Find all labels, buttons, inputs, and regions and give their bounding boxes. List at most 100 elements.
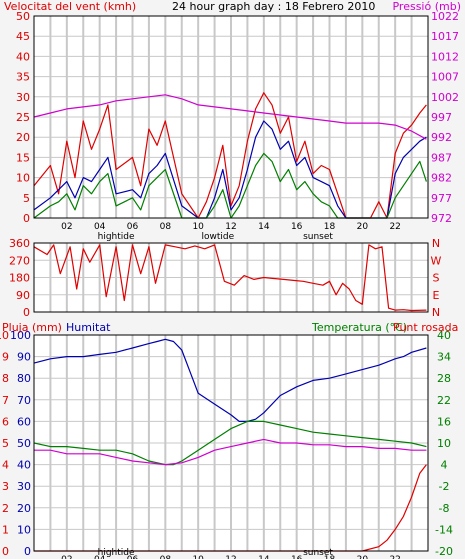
rain-label: Pluja (mm) — [2, 321, 62, 334]
temperature-temperature-tick: -14 — [435, 523, 453, 536]
direction-frame — [33, 242, 429, 313]
rain-rain-tick: 2 — [2, 502, 9, 515]
wind-left-tick: 15 — [16, 151, 30, 164]
climate-x-tick: 20 — [357, 555, 369, 559]
wind-left-tick: 0 — [23, 212, 30, 225]
rain-rain-tick: 8 — [2, 372, 9, 385]
climate-series-3-line — [34, 464, 427, 552]
pressure-right-tick: 1002 — [431, 91, 459, 104]
humidity-humidity-tick: 60 — [17, 415, 31, 428]
wind-marker-sunset: sunset — [303, 232, 333, 242]
direction-series-0-line — [33, 244, 427, 312]
climate-x-tick: 10 — [192, 555, 204, 559]
climate-x-tick: 08 — [160, 555, 172, 559]
rain-rain-tick: 6 — [2, 415, 9, 428]
chart-header: 24 hour graph day : 18 Febrero 2010 — [172, 0, 375, 13]
wind-marker-hightide: hightide — [98, 232, 135, 242]
direction-left-tick: 0 — [23, 306, 30, 319]
wind-x-tick: 16 — [291, 222, 303, 232]
humidity-humidity-tick: 70 — [17, 394, 31, 407]
temperature-temperature-tick: 28 — [437, 372, 451, 385]
temperature-temperature-tick: 4 — [441, 459, 448, 472]
climate-x-tick: 22 — [389, 555, 400, 559]
temperature-temperature-tick: -20 — [435, 545, 453, 558]
climate-series-1-line — [33, 420, 427, 466]
temperature-temperature-tick: -8 — [439, 502, 450, 515]
temperature-label: Temperatura (°C) — [311, 321, 407, 334]
climate-series-2-line — [34, 438, 427, 466]
wind-x-tick: 14 — [258, 222, 270, 232]
pressure-right-tick: 1007 — [431, 71, 459, 84]
temperature-temperature-tick: 22 — [437, 394, 451, 407]
wind-x-tick: 08 — [160, 222, 172, 232]
humidity-humidity-tick: 40 — [17, 459, 31, 472]
direction-left-tick: 270 — [9, 254, 30, 267]
humidity-humidity-tick: 30 — [17, 480, 31, 493]
wind-left-tick: 10 — [16, 172, 30, 185]
temperature-temperature-tick: -2 — [439, 480, 450, 493]
wind-left-tick: 45 — [16, 30, 30, 43]
rain-rain-tick: 9 — [2, 351, 9, 364]
wind-x-tick: 10 — [192, 222, 204, 232]
temperature-temperature-tick: 34 — [437, 351, 451, 364]
wind-left-tick: 5 — [23, 192, 30, 205]
direction-left-tick: 360 — [9, 237, 30, 250]
climate-x-tick: 16 — [291, 555, 303, 559]
climate-x-tick: 18 — [324, 555, 336, 559]
climate-x-tick: 06 — [127, 555, 139, 559]
climate-x-tick: 14 — [258, 555, 270, 559]
wind-x-tick: 04 — [94, 222, 106, 232]
temperature-temperature-tick: 40 — [437, 329, 451, 342]
humidity-humidity-tick: 10 — [17, 523, 31, 536]
climate-marker-hightide: hightide — [98, 548, 135, 558]
rain-rain-tick: 3 — [2, 480, 9, 493]
rain-rain-tick: 4 — [2, 459, 9, 472]
wind-x-tick: 02 — [61, 222, 72, 232]
compass-right-tick: N — [432, 306, 440, 319]
wind-left-tick: 25 — [16, 111, 30, 124]
climate-frame — [33, 334, 429, 552]
wind-x-tick: 20 — [357, 222, 369, 232]
rain-rain-tick: 10 — [0, 329, 9, 342]
humidity-humidity-tick: 20 — [17, 502, 31, 515]
wind-left-tick: 40 — [16, 50, 30, 63]
dewpoint-label: Punt rosada — [393, 321, 458, 334]
compass-right-tick: W — [431, 254, 442, 267]
compass-right-tick: E — [433, 289, 440, 302]
temperature-temperature-tick: 10 — [437, 437, 451, 450]
direction-left-tick: 90 — [16, 289, 30, 302]
rain-rain-tick: 0 — [2, 545, 9, 558]
rain-rain-tick: 7 — [2, 394, 9, 407]
humidity-humidity-tick: 100 — [10, 329, 31, 342]
wind-x-tick: 22 — [389, 222, 400, 232]
pressure-right-tick: 987 — [431, 151, 452, 164]
pressure-right-tick: 982 — [431, 172, 452, 185]
wind-left-label: Velocitat del vent (kmh) — [4, 0, 136, 13]
wind-frame — [33, 15, 429, 219]
humidity-humidity-tick: 90 — [17, 351, 31, 364]
wind-series-3-line — [33, 94, 427, 140]
humidity-humidity-tick: 50 — [17, 437, 31, 450]
climate-series-0-line — [33, 338, 427, 422]
climate-x-tick: 02 — [61, 555, 72, 559]
wind-left-tick: 30 — [16, 91, 30, 104]
wind-left-tick: 20 — [16, 131, 30, 144]
wind-left-tick: 50 — [16, 10, 30, 23]
pressure-right-tick: 972 — [431, 212, 452, 225]
compass-right-tick: S — [433, 272, 440, 285]
pressure-right-label: Pressió (mb) — [392, 0, 461, 13]
climate-x-tick: 04 — [94, 555, 106, 559]
wind-x-tick: 06 — [127, 222, 139, 232]
wind-left-tick: 35 — [16, 71, 30, 84]
pressure-right-tick: 1022 — [431, 10, 459, 23]
rain-rain-tick: 1 — [2, 523, 9, 536]
wind-marker-lowtide: lowtide — [202, 232, 235, 242]
temperature-temperature-tick: 16 — [437, 415, 451, 428]
humidity-humidity-tick: 80 — [17, 372, 31, 385]
humidity-label: Humitat — [66, 321, 111, 334]
pressure-right-tick: 992 — [431, 131, 452, 144]
wind-x-tick: 12 — [225, 222, 236, 232]
climate-marker-sunset: sunset — [303, 548, 333, 558]
